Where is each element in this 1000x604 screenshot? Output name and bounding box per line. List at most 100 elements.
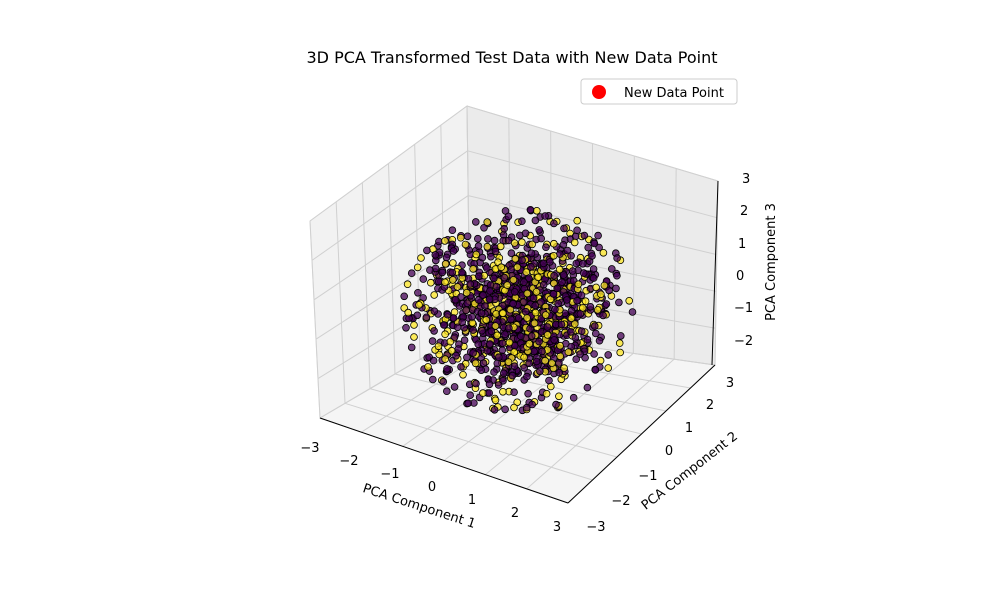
scatter-point (560, 224, 568, 233)
scatter-point (403, 280, 412, 289)
scatter-point (423, 246, 431, 255)
scatter-point (498, 339, 507, 348)
scatter-point (559, 271, 568, 279)
scatter-point (537, 234, 545, 243)
scatter-point (556, 341, 564, 350)
scatter-point (542, 389, 551, 398)
scatter-point (469, 326, 477, 334)
scatter-point (558, 278, 566, 286)
scatter-point (539, 280, 548, 289)
scatter-point (521, 307, 530, 316)
scatter-point (451, 295, 460, 304)
grid-line (313, 195, 469, 301)
scatter-point (440, 321, 448, 329)
scatter-point (434, 342, 443, 351)
scatter-point (510, 288, 519, 296)
scatter-point (501, 330, 509, 339)
scatter-point (463, 232, 472, 241)
scatter-point (625, 296, 633, 305)
grid-line (466, 105, 719, 182)
scatter-point (531, 301, 539, 310)
scatter-point (489, 274, 498, 283)
y-tick-label: 2 (706, 398, 714, 413)
scatter-point (616, 348, 624, 357)
grid-line (388, 163, 396, 375)
scatter-point (466, 280, 475, 288)
z-tick-label: −2 (734, 334, 753, 349)
scatter-point (543, 323, 552, 331)
scatter-point (607, 265, 616, 273)
scatter-point (567, 328, 575, 336)
scatter-point (553, 284, 561, 293)
scatter-point (579, 269, 588, 277)
scatter-point (442, 387, 451, 396)
scatter-point (557, 320, 566, 329)
scatter-point (591, 329, 600, 338)
scatter-point (583, 335, 592, 344)
scatter-point (449, 259, 457, 267)
scatter-point (479, 389, 487, 397)
scatter-point (441, 355, 450, 363)
scatter-point (499, 369, 508, 378)
legend-label-new-data-point: New Data Point (624, 86, 724, 101)
scatter-point (472, 379, 480, 388)
scatter-point (482, 264, 491, 272)
scatter-point (452, 351, 460, 360)
scatter-point (404, 308, 413, 317)
scatter-point (469, 349, 477, 357)
scatter-point (493, 331, 502, 340)
scatter-point (588, 252, 596, 260)
scatter-point (530, 347, 538, 356)
grid-line (309, 105, 468, 222)
scatter-point (599, 311, 607, 320)
scatter-point (541, 311, 550, 319)
scatter-point (490, 368, 498, 376)
scatter-point (460, 336, 469, 345)
scatter-point (605, 286, 613, 295)
scatter-point (499, 309, 507, 318)
scatter-point (413, 263, 422, 272)
scatter-point (510, 403, 518, 412)
scatter-point (513, 263, 522, 272)
scatter-point (521, 229, 530, 238)
scatter-point (478, 253, 487, 262)
grid-line (632, 155, 635, 354)
y-axis-line (567, 364, 716, 504)
scatter-point (524, 389, 532, 398)
axis-lines (319, 180, 719, 504)
scatter-point (430, 327, 438, 335)
scatter-point (443, 365, 451, 373)
scatter-point (441, 330, 449, 339)
scatter-point (491, 247, 500, 256)
scatter-point (441, 260, 450, 268)
y-tick-label: −3 (586, 520, 605, 535)
scatter-point (482, 316, 491, 324)
scatter-point (594, 231, 602, 240)
scatter-point (497, 263, 506, 272)
scatter-point (481, 302, 489, 310)
y-tick-label: 3 (726, 376, 734, 391)
scatter-point (461, 240, 470, 249)
scatter-point (462, 306, 470, 315)
scatter-point (576, 310, 585, 318)
scatter-point (431, 251, 440, 259)
scatter-point (498, 346, 507, 355)
scatter-point (520, 278, 528, 286)
scatter-point (577, 291, 586, 300)
scatter-point (473, 234, 482, 243)
scatter-point (572, 355, 580, 364)
scatter-point (487, 327, 496, 336)
x-axis-label: PCA Component 1 (361, 481, 478, 532)
legend: New Data Point (580, 78, 738, 105)
scatter-point (457, 363, 465, 371)
scatter-point (462, 288, 471, 297)
y-tick-label: −2 (611, 494, 630, 509)
scatter-point (505, 324, 513, 332)
legend-marker-new-data-point (592, 85, 606, 99)
scatter-point (527, 332, 536, 340)
scatter-point (584, 243, 592, 252)
scatter-point (616, 332, 625, 340)
scatter-point (567, 314, 576, 323)
scatter-point (479, 359, 488, 368)
